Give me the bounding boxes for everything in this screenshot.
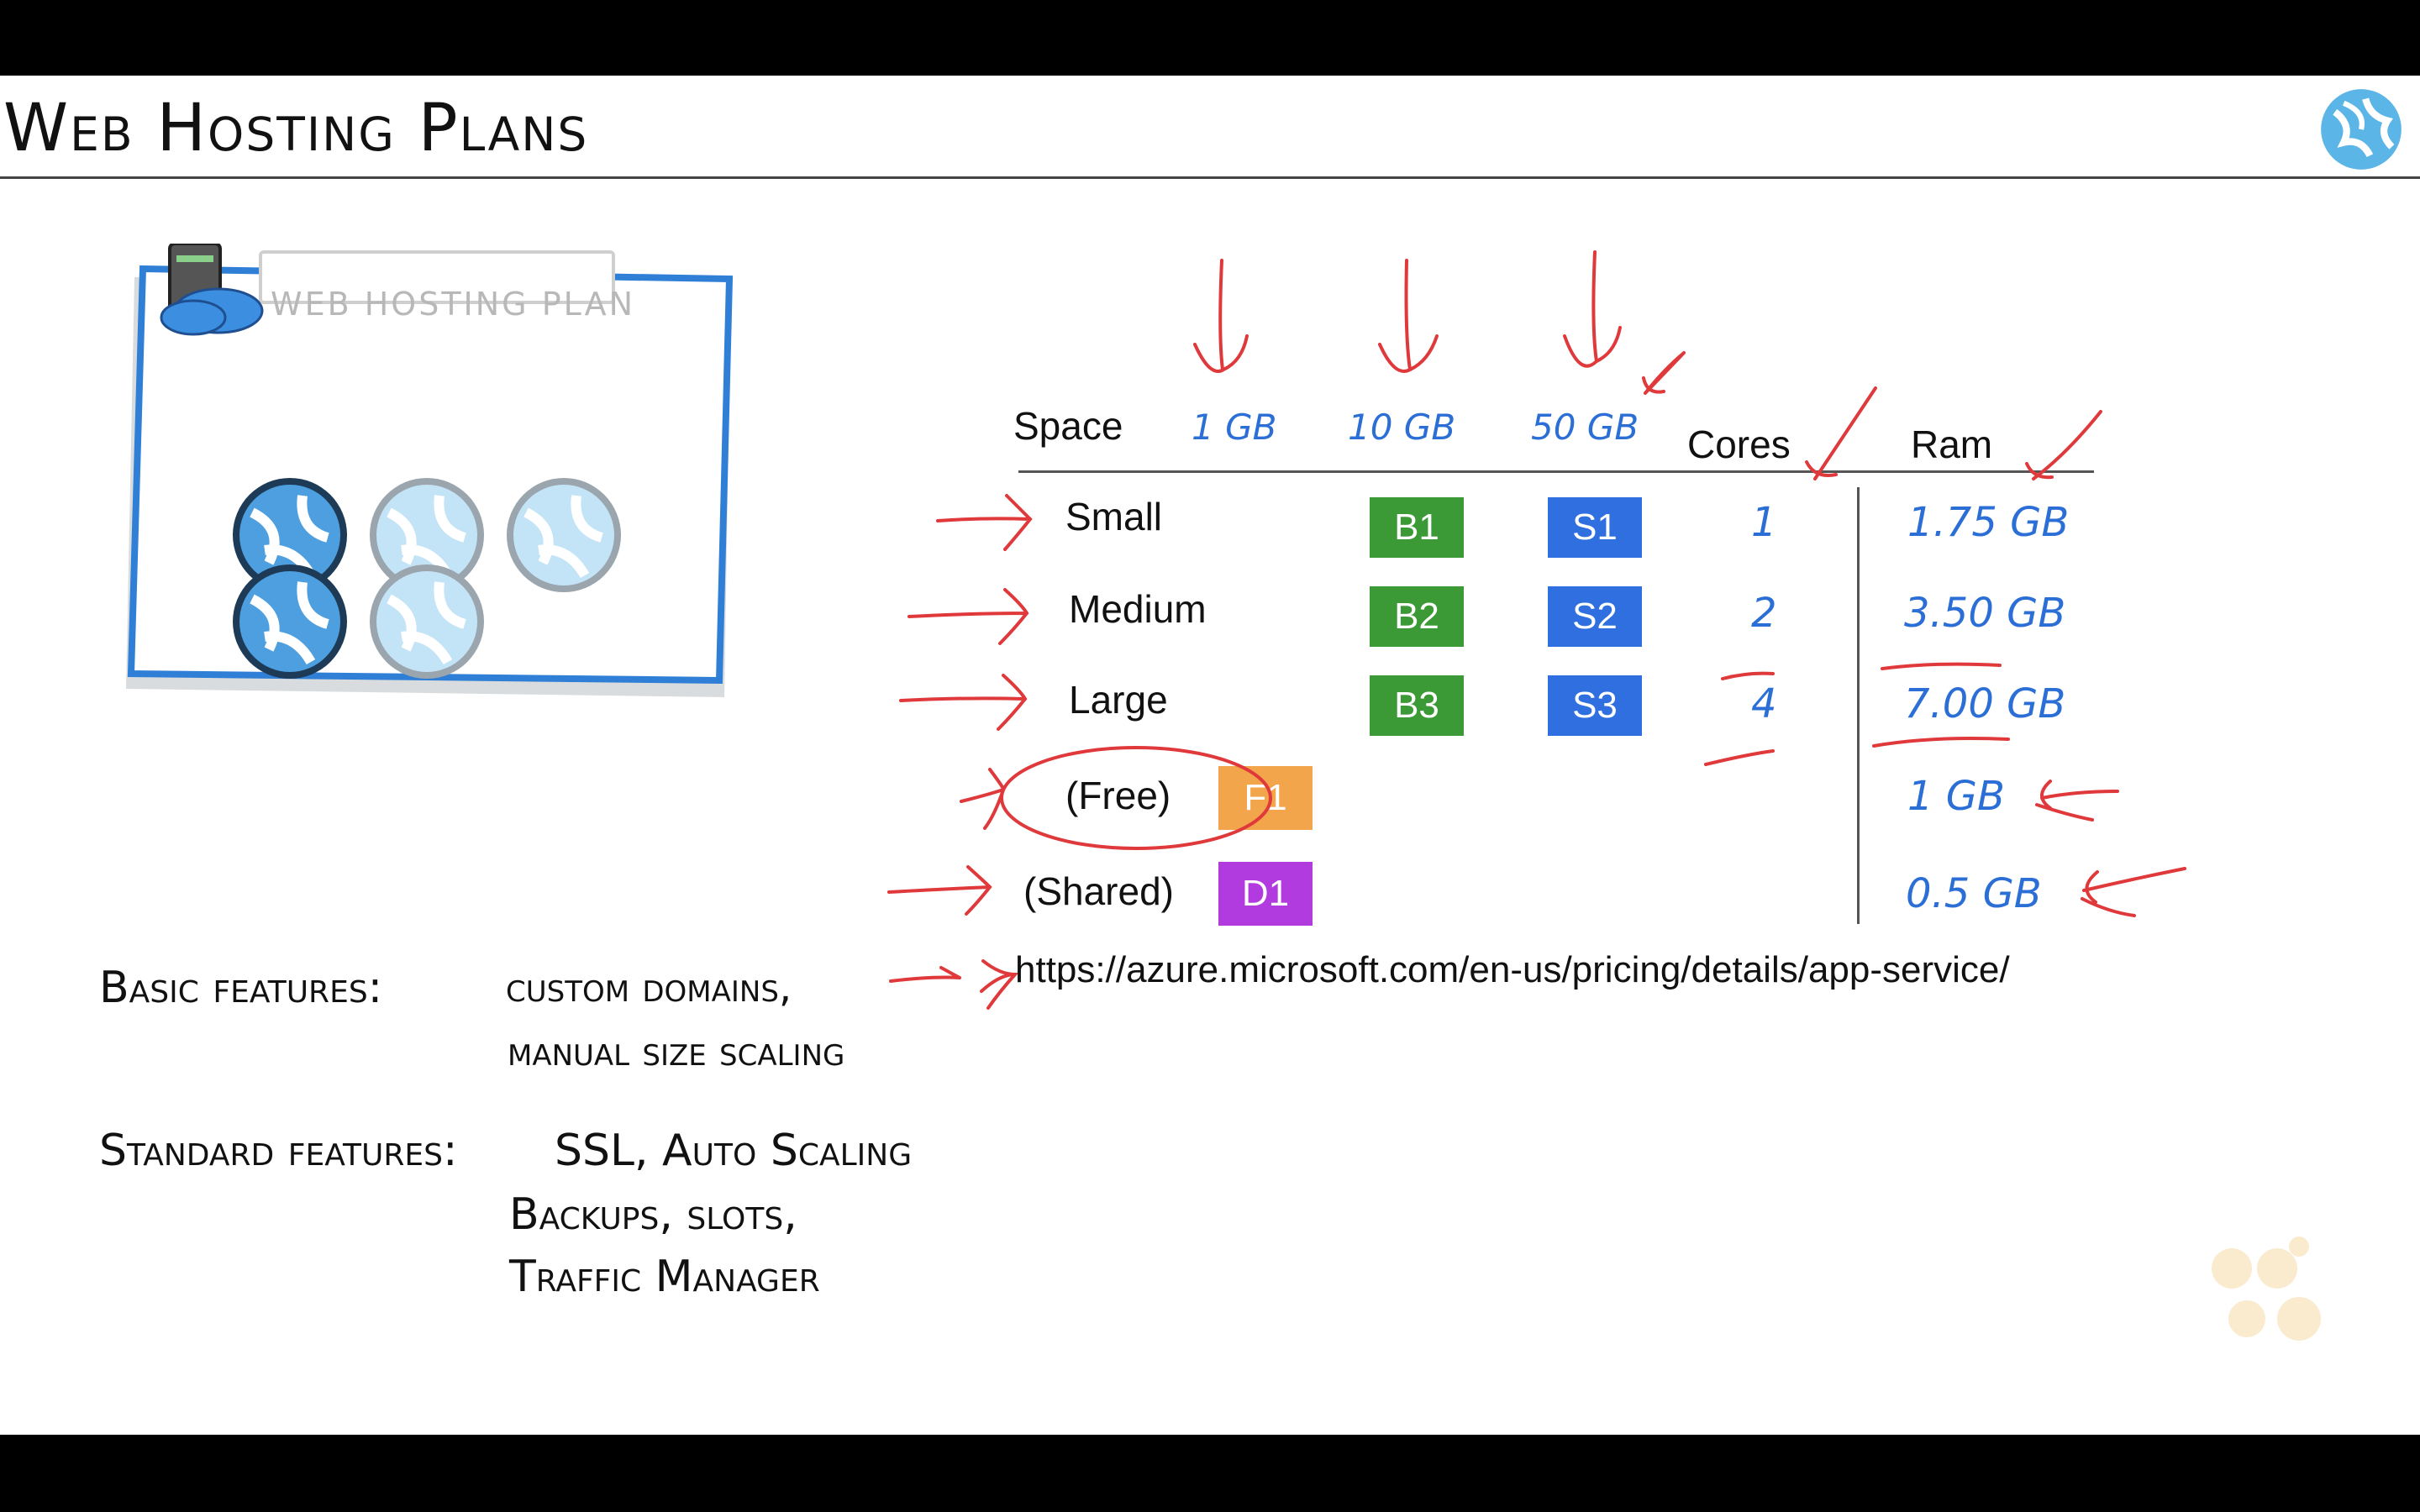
- size-label-medium: Medium: [1069, 587, 1207, 631]
- tier-d1: D1: [1218, 862, 1313, 926]
- size-label-shared: (Shared): [1023, 869, 1174, 913]
- letterbox-bottom: [0, 1435, 2420, 1512]
- standard-features-line2: Backups, slots,: [509, 1189, 797, 1240]
- tier-b2: B2: [1370, 586, 1464, 647]
- tier-s1: S1: [1548, 497, 1642, 558]
- ram-small: 1.75 GB: [1907, 499, 2070, 546]
- space-header: Space: [1013, 404, 1123, 448]
- standard-features-label: Standard features:: [99, 1126, 458, 1176]
- website-globe-icon: [233, 564, 347, 679]
- cores-medium: 2: [1751, 590, 1777, 637]
- slide: Web Hosting Plans: [0, 76, 2420, 1435]
- tier-b3: B3: [1370, 675, 1464, 736]
- web-hosting-plan-illustration: [126, 244, 734, 697]
- basic-features-line1: custom domains,: [506, 964, 792, 1011]
- illustration-label: WEB HOSTING PLAN: [271, 286, 636, 323]
- slide-title: Web Hosting Plans: [3, 91, 589, 166]
- tier-s2: S2: [1548, 586, 1642, 647]
- tier-b1: B1: [1370, 497, 1464, 558]
- azure-globe-icon: [2321, 89, 2402, 170]
- cores-header: Cores: [1687, 423, 1791, 466]
- size-label-free: (Free): [1065, 774, 1171, 817]
- pricing-url-link[interactable]: https://azure.microsoft.com/en-us/pricin…: [1015, 949, 2010, 990]
- table-header-rule: [1018, 470, 2094, 473]
- basic-features-line2: manual size scaling: [508, 1028, 845, 1075]
- red-ink-annotations: [887, 250, 2186, 1010]
- server-cloud-icon: [160, 244, 264, 336]
- ram-free: 1 GB: [1907, 773, 2005, 820]
- cores-small: 1: [1751, 499, 1777, 546]
- size-label-large: Large: [1069, 678, 1168, 722]
- standard-features-line1: SSL, Auto Scaling: [555, 1126, 913, 1176]
- space-value-10gb: 10 GB: [1348, 407, 1456, 448]
- website-globe-icon: [507, 478, 621, 592]
- ram-large: 7.00 GB: [1904, 680, 2066, 727]
- standard-features-line3: Traffic Manager: [509, 1252, 820, 1302]
- title-divider: [0, 176, 2420, 179]
- website-globe-icon: [370, 478, 484, 592]
- website-globe-icon: [370, 564, 484, 679]
- watermark-dots-icon: [2212, 1236, 2321, 1341]
- table-column-rule: [1857, 487, 1860, 924]
- space-value-50gb: 50 GB: [1531, 407, 1639, 448]
- ram-header: Ram: [1911, 423, 1993, 466]
- website-globe-icon: [233, 478, 347, 592]
- space-value-1gb: 1 GB: [1192, 407, 1277, 448]
- ram-shared: 0.5 GB: [1906, 870, 2042, 917]
- letterbox-top: [0, 0, 2420, 76]
- basic-features-label: Basic features:: [99, 963, 383, 1013]
- tier-s3: S3: [1548, 675, 1642, 736]
- size-label-small: Small: [1065, 495, 1163, 538]
- ram-medium: 3.50 GB: [1904, 590, 2066, 637]
- cores-large: 4: [1751, 680, 1777, 727]
